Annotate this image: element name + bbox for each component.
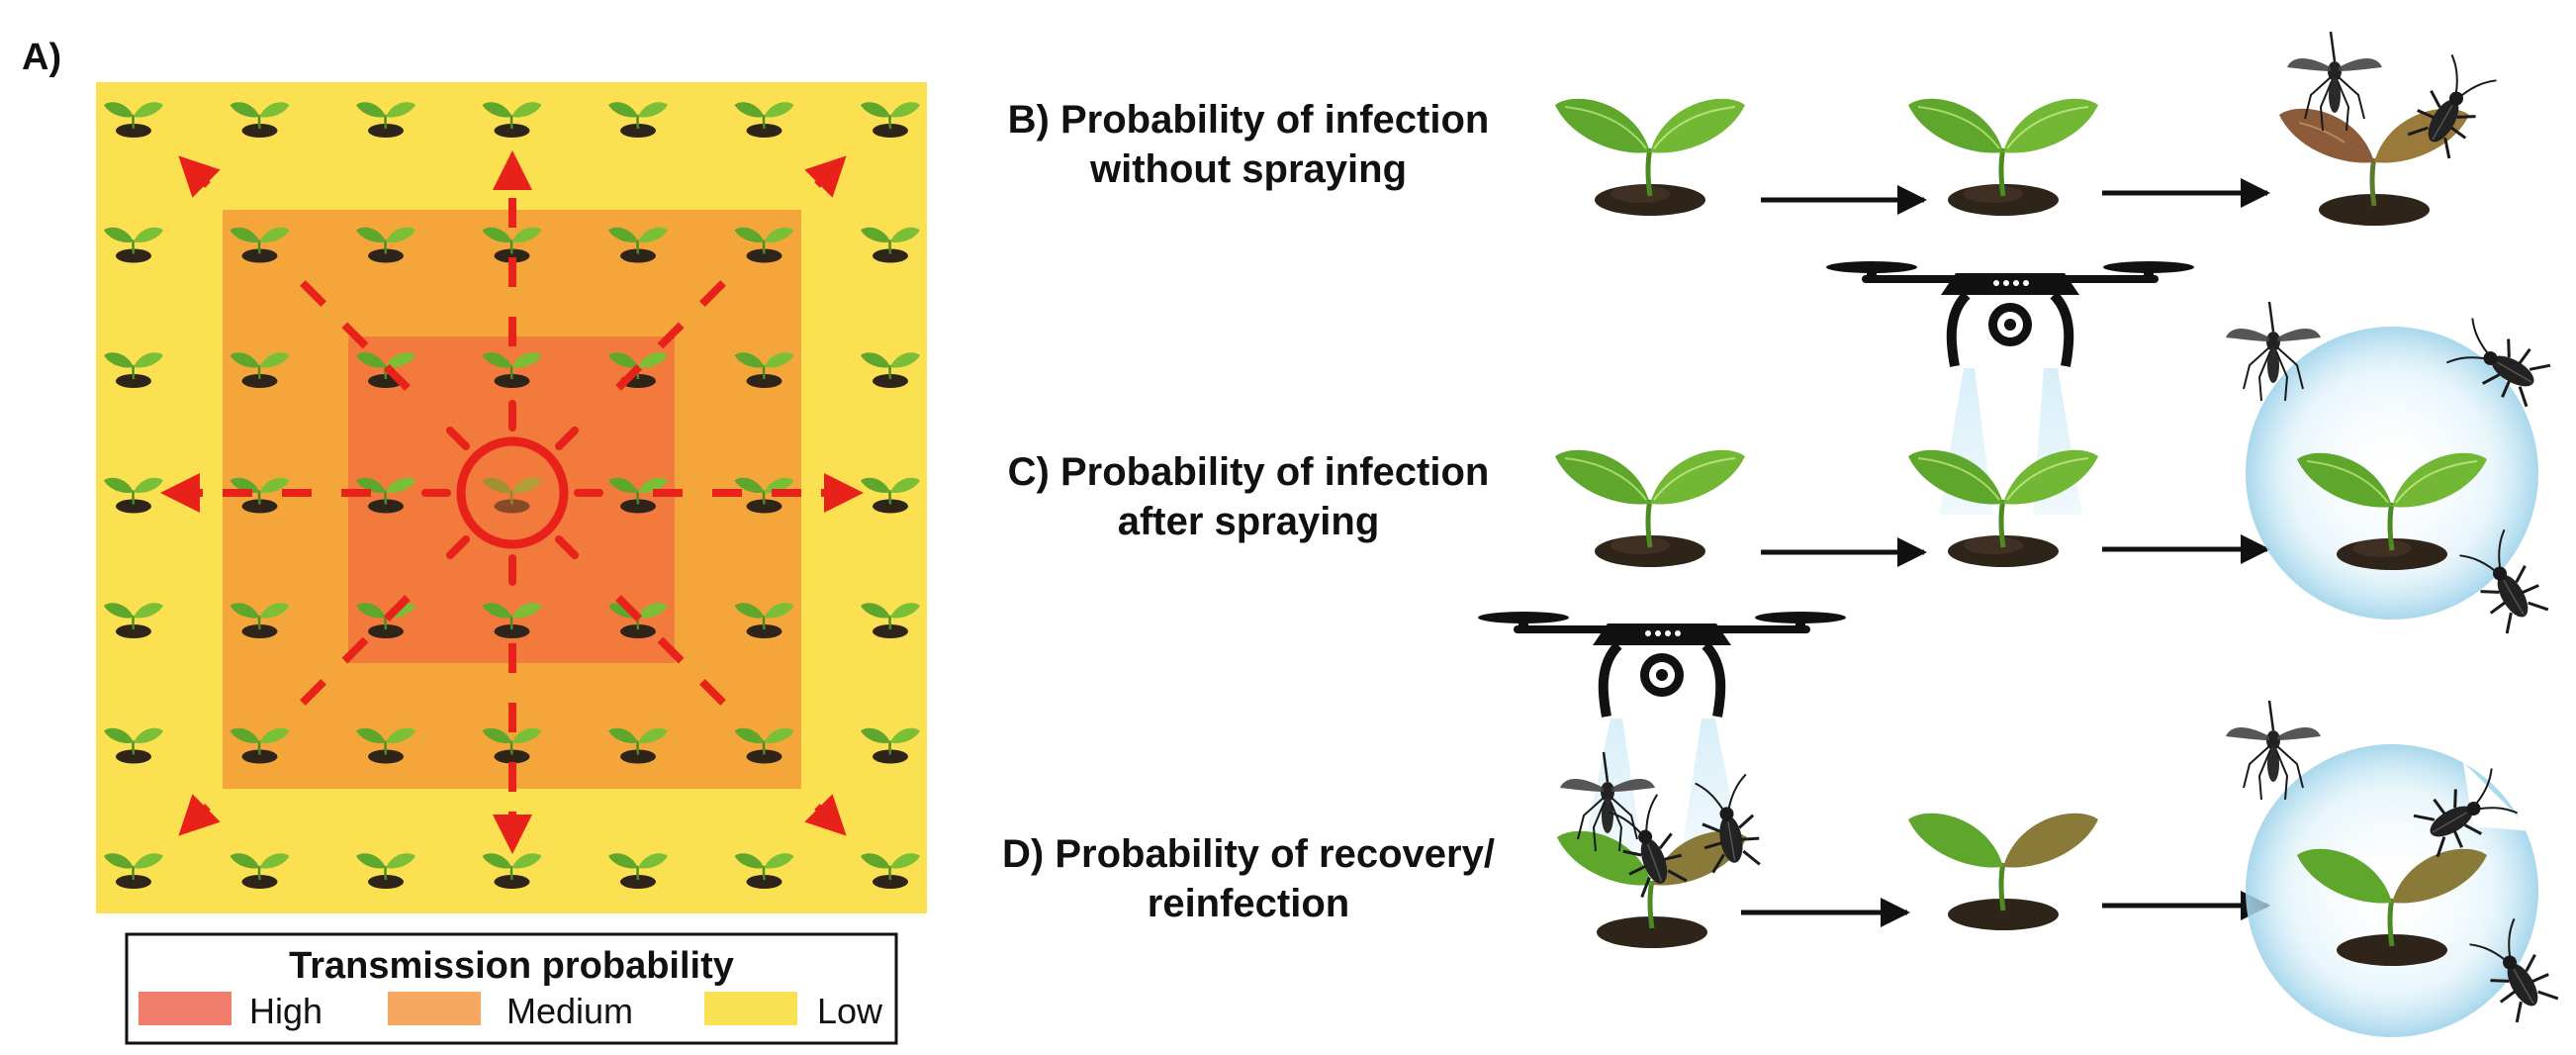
row-b: B) Probability of infection without spra… bbox=[1008, 30, 2500, 226]
infection-source bbox=[421, 400, 603, 586]
legend-label-low: Low bbox=[817, 991, 883, 1031]
panel-a-label: A) bbox=[22, 37, 61, 78]
row-d: D) Probability of recovery/ reinfection bbox=[1002, 612, 2563, 1037]
row-b-title-line2: without spraying bbox=[1089, 147, 1407, 191]
bubble-break bbox=[2463, 762, 2532, 831]
legend-swatch-medium bbox=[388, 992, 481, 1025]
spread-arrowheads bbox=[160, 150, 864, 854]
plant-healthy-icon bbox=[1555, 99, 1745, 216]
protection-bubble bbox=[2246, 744, 2538, 1037]
legend-label-high: High bbox=[249, 991, 322, 1031]
row-d-title-line2: reinfection bbox=[1148, 882, 1349, 925]
plant-healthy-icon bbox=[1908, 99, 2098, 216]
row-c-title-line2: after spraying bbox=[1118, 500, 1380, 543]
plant-recovering-icon bbox=[1908, 814, 2098, 930]
legend-title: Transmission probability bbox=[289, 945, 734, 987]
plant-healthy-icon bbox=[1555, 450, 1745, 567]
row-c-title-line1: C) Probability of infection bbox=[1008, 450, 1490, 494]
drone-icon bbox=[1826, 261, 2194, 366]
row-d-title-line1: D) Probability of recovery/ bbox=[1002, 832, 1495, 876]
legend: Transmission probability High Medium Low bbox=[125, 932, 898, 1045]
legend-swatch-high bbox=[138, 992, 231, 1025]
row-c: C) Probability of infection after sprayi… bbox=[1008, 261, 2554, 637]
legend-label-medium: Medium bbox=[506, 991, 633, 1031]
spread-lines bbox=[173, 158, 851, 841]
drone-icon bbox=[1478, 612, 1846, 717]
row-b-title-line1: B) Probability of infection bbox=[1008, 98, 1490, 142]
protection-bubble bbox=[2246, 327, 2538, 620]
legend-swatch-low bbox=[704, 992, 797, 1025]
